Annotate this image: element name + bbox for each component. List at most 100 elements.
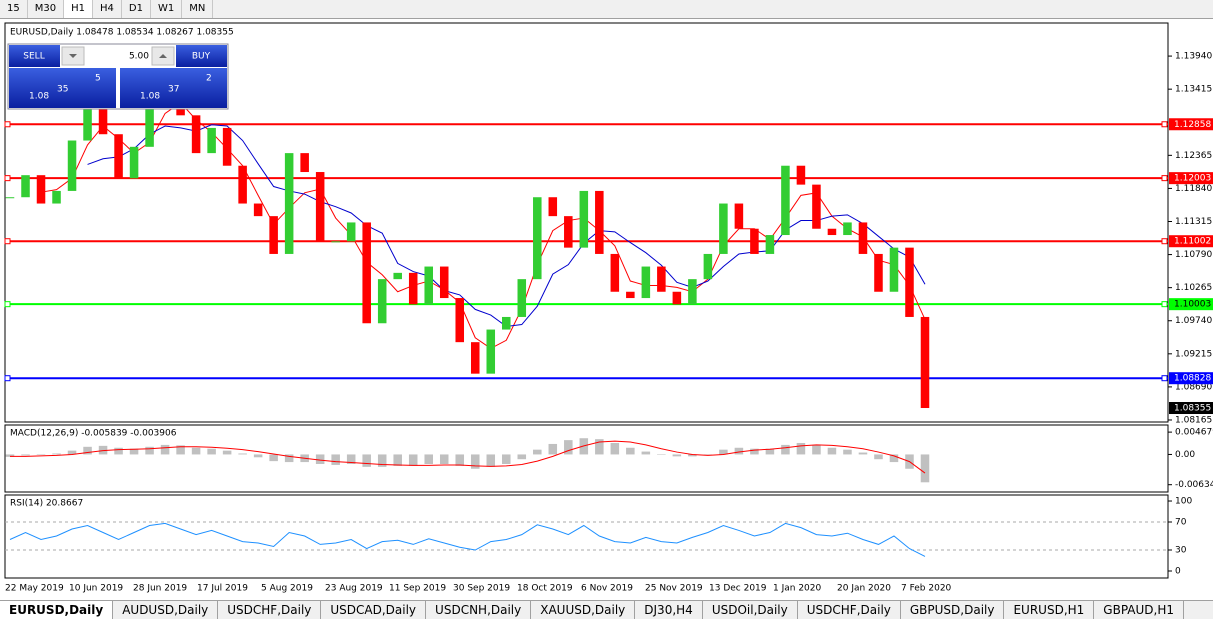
level-handle <box>4 121 11 128</box>
candle <box>424 266 433 305</box>
timeframe-tab[interactable]: H4 <box>93 0 122 18</box>
chart-tab[interactable]: EURUSD,Daily <box>0 601 114 619</box>
chart-tab[interactable]: USDCHF,Daily <box>798 601 901 619</box>
buy-label: BUY <box>192 52 211 62</box>
candle <box>98 102 108 135</box>
macd-bar <box>812 444 821 455</box>
rsi-title: RSI(14) 20.8667 <box>10 499 83 509</box>
timeframe-bar: 15 M30 H1 H4 D1 W1 MN <box>0 0 1213 19</box>
chart-tab[interactable]: AUDUSD,Daily <box>113 601 219 619</box>
y-tick-label: 1.12365 <box>1175 151 1212 161</box>
sell-button[interactable] <box>9 45 60 67</box>
candle <box>21 175 30 198</box>
candle <box>114 134 123 179</box>
level-label: 1.10003 <box>1174 300 1211 310</box>
candle <box>238 165 247 204</box>
level-label: 1.11002 <box>1174 237 1211 247</box>
x-tick-label: 25 Nov 2019 <box>645 584 703 594</box>
current-price-box <box>1169 402 1213 415</box>
candle <box>315 172 325 242</box>
level-label: 1.08828 <box>1174 374 1211 384</box>
x-tick-label: 17 Jul 2019 <box>197 584 248 594</box>
candle <box>346 222 356 242</box>
macd-bar <box>129 448 139 455</box>
timeframe-tab[interactable]: 15 <box>0 0 28 18</box>
sell-label: SELL <box>23 52 44 62</box>
candle <box>874 253 883 292</box>
candle <box>548 197 558 217</box>
macd-bar <box>719 449 728 455</box>
y-tick-label: 1.10790 <box>1175 250 1212 260</box>
candle <box>827 228 837 236</box>
candle <box>750 228 759 254</box>
y-tick-label: 30 <box>1175 546 1187 556</box>
x-tick-label: 10 Jun 2019 <box>69 584 123 594</box>
macd-bar <box>703 454 713 455</box>
price-sup: 2 <box>206 74 212 84</box>
candle <box>300 153 309 173</box>
macd-bar <box>920 454 930 483</box>
candle <box>331 241 340 243</box>
arrow-icon <box>69 54 77 58</box>
macd-bar <box>346 454 356 464</box>
candle <box>905 247 914 317</box>
macd-bar <box>657 454 666 455</box>
chart-tab[interactable]: GBPUSD,Daily <box>901 601 1005 619</box>
chart-tab[interactable]: USDCNH,Daily <box>426 601 532 619</box>
price-box[interactable] <box>9 68 116 108</box>
level-label-box <box>1169 118 1213 131</box>
rsi-line <box>9 522 926 557</box>
y-tick-label: 1.08690 <box>1175 382 1212 392</box>
macd-bar <box>641 451 651 455</box>
chart-tab[interactable]: XAUUSD,Daily <box>531 601 636 619</box>
chart-tab[interactable]: DJ30,H4 <box>635 601 703 619</box>
candle <box>83 102 92 141</box>
x-tick-label: 5 Aug 2019 <box>261 584 313 594</box>
candle <box>564 216 573 248</box>
candle <box>269 216 278 254</box>
macd-bar <box>688 454 697 457</box>
candle <box>719 203 728 254</box>
candle <box>703 253 713 280</box>
macd-bar <box>362 454 371 467</box>
price-big: 1.08 <box>140 92 160 102</box>
chart-tab[interactable]: EURUSD,H1 <box>1004 601 1095 619</box>
price-box[interactable] <box>120 68 227 108</box>
macd-bar <box>765 448 775 455</box>
timeframe-tab[interactable]: D1 <box>122 0 151 18</box>
macd-bar <box>533 449 542 455</box>
candle <box>284 153 294 254</box>
y-tick-label: 1.10265 <box>1175 283 1212 293</box>
macd-bar <box>176 445 185 455</box>
macd-bar <box>595 439 604 455</box>
buy-button[interactable] <box>176 45 227 67</box>
candle <box>765 235 775 254</box>
macd-bar <box>67 450 77 455</box>
level-handle <box>4 375 11 382</box>
chart-tab[interactable]: USDOil,Daily <box>703 601 798 619</box>
candle <box>67 140 77 191</box>
macd-bar <box>610 442 620 455</box>
macd-signal <box>10 440 926 474</box>
timeframe-tab[interactable]: W1 <box>151 0 183 18</box>
chart-tab[interactable]: USDCAD,Daily <box>321 601 427 619</box>
y-tick-label: 1.11315 <box>1175 217 1212 227</box>
timeframe-tab[interactable]: MN <box>182 0 214 18</box>
chart-tab[interactable]: USDCHF,Daily <box>218 601 322 619</box>
macd-bar <box>393 454 402 466</box>
macd-bar <box>269 454 278 462</box>
timeframe-tab[interactable]: H1 <box>64 0 93 18</box>
macd-bar <box>331 454 340 465</box>
timeframe-tab[interactable]: M30 <box>28 0 65 18</box>
candle <box>657 266 666 292</box>
macd-bar <box>874 454 883 460</box>
chart-tab[interactable]: GBPAUD,H1 <box>1094 601 1185 619</box>
chart-title: EURUSD,Daily 1.08478 1.08534 1.08267 1.0… <box>10 28 234 38</box>
candle <box>595 190 604 254</box>
lot-input[interactable]: 5.00 <box>129 52 149 62</box>
macd-bar <box>284 454 294 463</box>
candle <box>517 279 527 317</box>
x-tick-label: 30 Sep 2019 <box>453 584 510 594</box>
chart: EURUSD,Daily 1.08478 1.08534 1.08267 1.0… <box>4 22 1213 594</box>
